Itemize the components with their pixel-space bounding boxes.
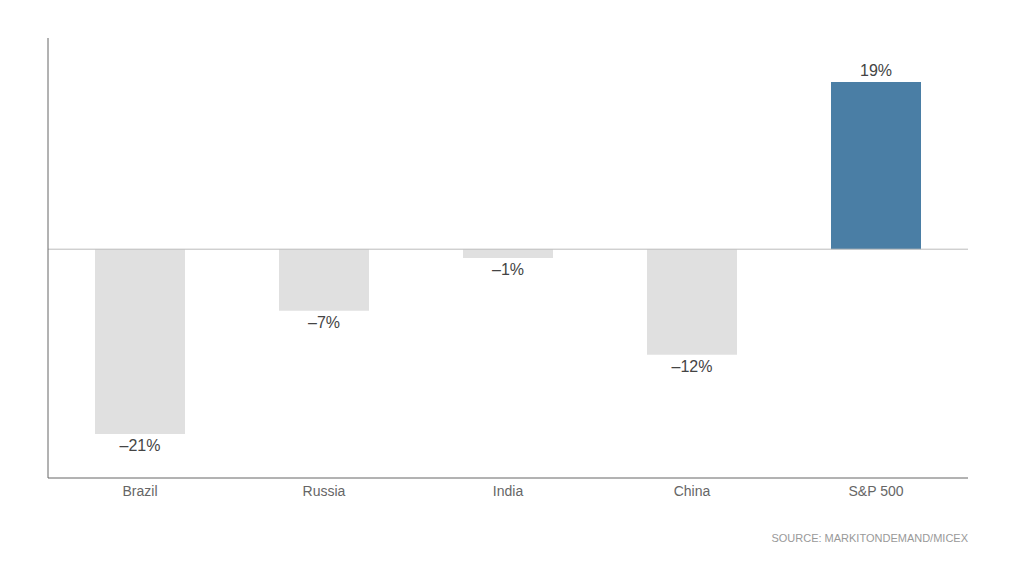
svg-text:–7%: –7% — [308, 314, 340, 331]
svg-text:–21%: –21% — [120, 437, 161, 454]
svg-text:Brazil: Brazil — [122, 483, 157, 499]
svg-text:–1%: –1% — [492, 261, 524, 278]
svg-text:India: India — [493, 483, 524, 499]
html-text:SOURCE: MARKITONDEMAND/MICEX: SOURCE: MARKITONDEMAND/MICEX — [771, 532, 968, 544]
svg-text:China: China — [674, 483, 711, 499]
svg-text:S&P 500: S&P 500 — [848, 483, 903, 499]
svg-text:Russia: Russia — [303, 483, 346, 499]
svg-text:19%: 19% — [860, 62, 892, 79]
svg-text:–12%: –12% — [672, 358, 713, 375]
